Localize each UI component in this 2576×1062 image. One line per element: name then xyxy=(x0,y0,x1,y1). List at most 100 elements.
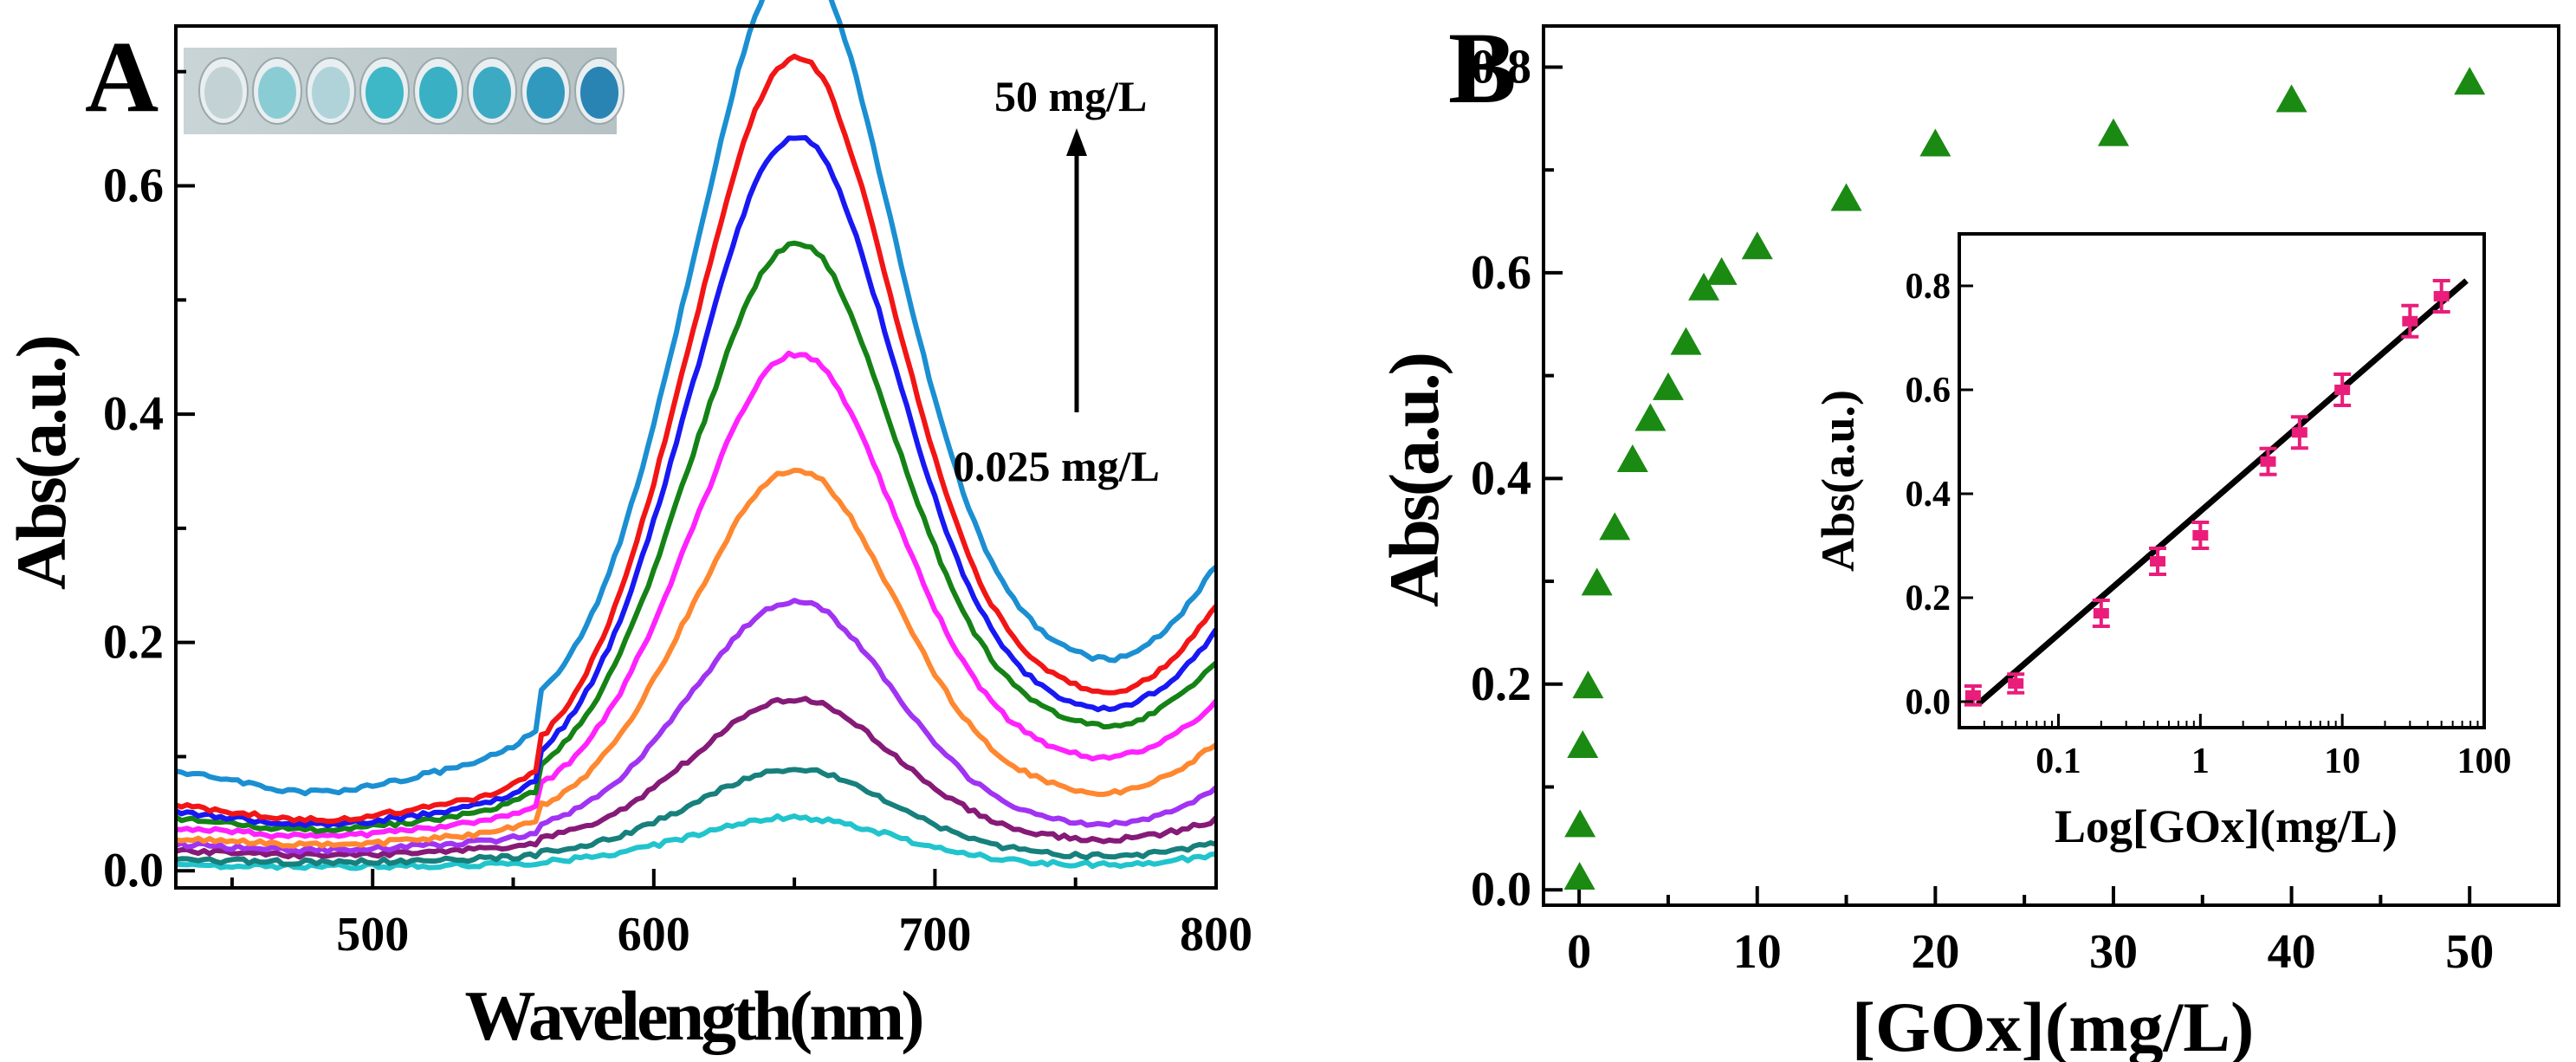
y-tick-label-a: 0.4 xyxy=(103,387,164,441)
vial-liquid xyxy=(527,67,565,119)
data-point-triangle xyxy=(1599,512,1631,541)
inset-data-point xyxy=(2192,530,2209,541)
inset-data-point xyxy=(2334,385,2351,395)
inset-y-tick-label: 0.4 xyxy=(1906,475,1951,515)
inset-data-point xyxy=(2260,456,2276,467)
inset-data-point xyxy=(2291,427,2307,438)
panel-a: A 500 600 700 800 0.0 0.2 0.4 0.6 50 mg/L 0.025… xyxy=(2,0,1252,1055)
data-point-triangle xyxy=(2275,84,2307,113)
inset-y-tick-label: 0.0 xyxy=(1906,683,1951,722)
inset-axes: 0.1 1 10 100 0.0 0.2 0.4 0.6 0.8 xyxy=(1906,267,2512,781)
fit-line xyxy=(1976,278,2469,707)
x-tick-label-a: 500 xyxy=(336,908,409,962)
y-axis-label-b: Abs(a.u.) xyxy=(1375,354,1453,607)
spectrum-20-mg-l xyxy=(174,135,1219,828)
x-tick-label-b: 20 xyxy=(1911,925,1959,979)
panel-b: B 0 10 20 30 40 50 0.0 0.2 0.4 0.6 0.8 [GOx](mg/L)… xyxy=(1375,11,2560,1062)
x-axis-label-b: [GOx](mg/L) xyxy=(1852,988,2255,1062)
inset-data-point xyxy=(1964,690,1981,701)
spectrum-0.2-mg-l xyxy=(175,696,1219,860)
inset-x-tick-label: 0.1 xyxy=(2036,741,2081,781)
data-point-triangle xyxy=(1705,256,1738,285)
vial-liquid xyxy=(204,67,243,119)
x-tick-label-b: 30 xyxy=(2089,925,2138,979)
inset-x-tick-label: 1 xyxy=(2191,741,2210,781)
inset-y-tick-label: 0.2 xyxy=(1906,579,1951,618)
vial-liquid xyxy=(580,67,618,119)
data-point-triangle xyxy=(1564,809,1596,838)
data-point-triangle xyxy=(2454,67,2486,95)
inset-points xyxy=(1964,279,2450,707)
data-point-triangle xyxy=(1919,128,1951,157)
y-tick-label-a: 0.2 xyxy=(103,616,164,670)
axes-b: 0 10 20 30 40 50 0.0 0.2 0.4 0.6 0.8 xyxy=(1471,40,2494,979)
spectrum-10-mg-l xyxy=(174,240,1218,834)
inset-frame xyxy=(1958,232,2486,729)
spectrum-0.025-mg-l xyxy=(175,813,1217,871)
x-tick-label-a: 700 xyxy=(898,908,971,962)
y-tick-label-b: 0.8 xyxy=(1471,40,1531,94)
spectrum-30-mg-l xyxy=(175,53,1219,825)
annotation-bottom: 0.025 mg/L xyxy=(953,442,1160,490)
axes-a: 500 600 700 800 0.0 0.2 0.4 0.6 xyxy=(103,69,1252,962)
vial-liquid xyxy=(312,67,350,119)
panel-b-letter: B xyxy=(1448,11,1517,125)
vial-photo xyxy=(184,48,625,134)
annotation-top: 50 mg/L xyxy=(994,72,1147,120)
x-tick-label-b: 0 xyxy=(1567,925,1591,979)
inset-data-point xyxy=(2150,556,2166,567)
data-point-triangle xyxy=(1567,729,1599,758)
linear-fit-line xyxy=(1976,278,2469,707)
y-tick-label-a: 0.0 xyxy=(103,844,164,897)
inset-data-point xyxy=(2402,315,2418,327)
plot-frame-b xyxy=(1542,24,2560,907)
data-point-triangle xyxy=(1634,403,1667,431)
spectrum-1-mg-l xyxy=(175,467,1218,849)
y-axis-label-a: Abs(a.u.) xyxy=(2,337,81,590)
y-tick-label-b: 0.6 xyxy=(1471,246,1531,300)
inset-y-tick-label: 0.8 xyxy=(1906,267,1951,307)
y-tick-label-b: 0.0 xyxy=(1471,863,1531,916)
inset-y-label: Abs(a.u.) xyxy=(1812,390,1864,572)
inset-y-tick-label: 0.6 xyxy=(1906,371,1951,411)
inset-x-tick-label: 100 xyxy=(2457,741,2512,781)
x-tick-label-a: 800 xyxy=(1180,908,1252,962)
y-tick-label-b: 0.4 xyxy=(1471,451,1531,505)
x-tick-label-b: 40 xyxy=(2268,925,2316,979)
inset-data-point xyxy=(2433,291,2450,301)
data-point-triangle xyxy=(1688,272,1720,301)
x-tick-label-a: 600 xyxy=(618,908,690,962)
data-point-triangle xyxy=(1581,567,1613,596)
increase-arrow xyxy=(1066,128,1087,412)
vial-liquid xyxy=(419,67,457,119)
spectrum-50-mg-l xyxy=(175,0,1218,797)
inset-x-label: Log[GOx](mg/L) xyxy=(2055,800,2398,852)
inset-x-tick-label: 10 xyxy=(2324,741,2360,781)
inset-data-point xyxy=(2093,608,2109,618)
data-point-triangle xyxy=(1830,183,1862,211)
spectrum-5-mg-l xyxy=(175,350,1219,840)
spectrum-0.5-mg-l xyxy=(174,598,1219,855)
y-tick-label-a: 0.6 xyxy=(103,159,164,213)
data-point-triangle xyxy=(1572,670,1604,699)
vial-liquid xyxy=(366,67,404,119)
spectra-curves xyxy=(174,0,1219,871)
y-tick-label-b: 0.2 xyxy=(1471,657,1531,711)
data-point-triangle xyxy=(1563,861,1595,890)
data-point-triangle xyxy=(1670,327,1702,355)
vial-liquid xyxy=(258,67,296,119)
data-point-triangle xyxy=(2097,118,2129,146)
scatter-points-b xyxy=(1563,67,2486,890)
panel-a-letter: A xyxy=(85,20,159,133)
data-point-triangle xyxy=(1616,444,1648,472)
spectrum-0.05-mg-l xyxy=(175,767,1217,867)
inset-data-point xyxy=(2008,678,2024,689)
vial-liquid xyxy=(473,67,511,119)
x-tick-label-b: 50 xyxy=(2445,925,2494,979)
plot-frame-a xyxy=(174,24,1218,890)
x-tick-label-b: 10 xyxy=(1733,925,1782,979)
data-point-triangle xyxy=(1741,231,1773,260)
x-axis-label-a: Wavelength(nm) xyxy=(464,976,922,1055)
